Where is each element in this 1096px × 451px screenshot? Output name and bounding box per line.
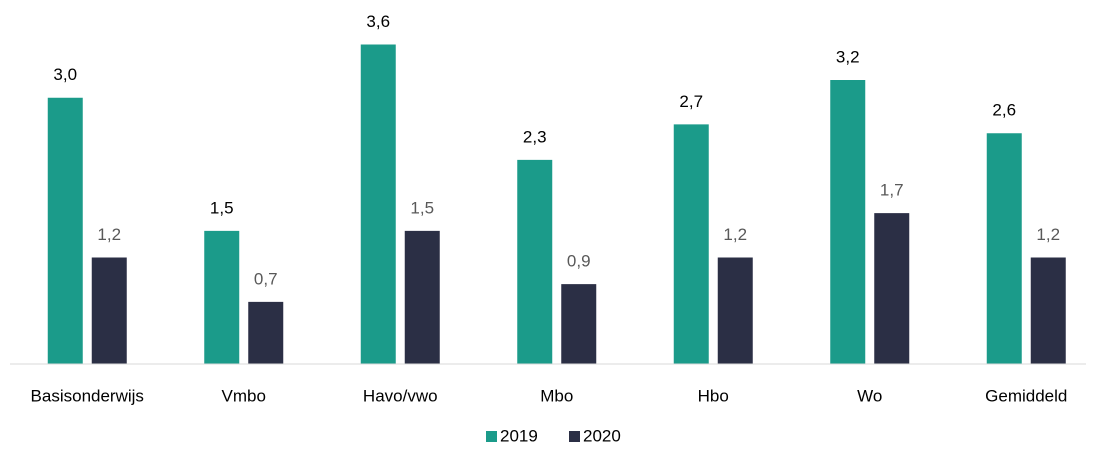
bar xyxy=(47,97,83,364)
data-label: 0,9 xyxy=(567,252,591,271)
legend-label: 2020 xyxy=(583,426,621,445)
data-label: 1,2 xyxy=(97,225,121,244)
bar xyxy=(561,284,597,364)
x-tick-label: Vmbo xyxy=(222,386,266,405)
data-label: 1,5 xyxy=(410,198,434,217)
data-label: 1,2 xyxy=(1036,225,1060,244)
bar xyxy=(91,257,127,364)
x-tick-label: Hbo xyxy=(698,386,729,405)
data-label: 1,2 xyxy=(723,225,747,244)
data-label: 3,0 xyxy=(53,65,77,84)
bar xyxy=(360,44,396,364)
data-label: 3,2 xyxy=(836,47,860,66)
bar xyxy=(874,213,910,364)
bar xyxy=(248,301,284,364)
bar xyxy=(204,230,240,364)
x-tick-label: Gemiddeld xyxy=(985,386,1067,405)
data-label: 1,5 xyxy=(210,198,234,217)
bar xyxy=(517,159,553,364)
bar xyxy=(717,257,753,364)
data-label: 1,7 xyxy=(880,181,904,200)
x-tick-label: Basisonderwijs xyxy=(31,386,144,405)
x-tick-label: Havo/vwo xyxy=(363,386,438,405)
x-tick-label: Wo xyxy=(857,386,882,405)
bar xyxy=(1030,257,1066,364)
legend-swatch xyxy=(569,431,580,442)
data-label: 2,7 xyxy=(679,92,703,111)
legend-label: 2019 xyxy=(500,426,538,445)
data-label: 2,3 xyxy=(523,127,547,146)
legend-swatch xyxy=(486,431,497,442)
bar xyxy=(986,133,1022,364)
x-tick-label: Mbo xyxy=(540,386,573,405)
data-label: 2,6 xyxy=(992,101,1016,120)
bar xyxy=(673,124,709,364)
bar xyxy=(830,80,866,364)
data-label: 3,6 xyxy=(366,12,390,31)
bar xyxy=(404,230,440,364)
data-label: 0,7 xyxy=(254,269,278,288)
